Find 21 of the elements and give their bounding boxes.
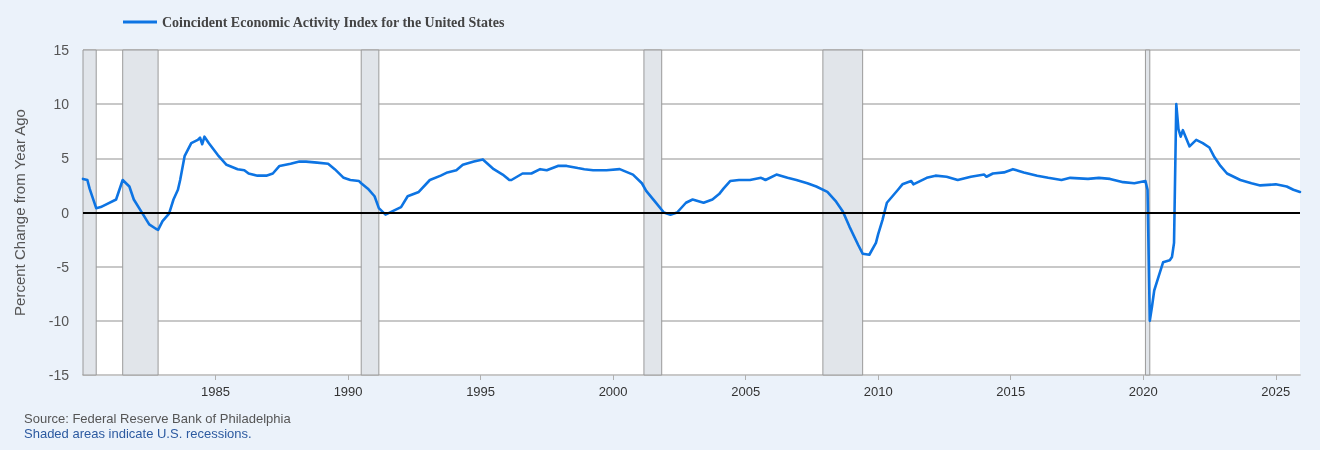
y-tick-label: -15 bbox=[48, 367, 70, 383]
y-tick-label: 5 bbox=[61, 150, 70, 167]
x-tick-label: 2010 bbox=[863, 384, 893, 399]
x-tick-label: 2000 bbox=[598, 384, 628, 399]
x-tick-label: 2025 bbox=[1261, 384, 1291, 399]
y-axis-title: Percent Change from Year Ago bbox=[11, 109, 28, 316]
line-series bbox=[81, 102, 1302, 323]
x-tick-label: 1990 bbox=[333, 384, 363, 399]
text: Shaded areas indicate U.S. recessions. bbox=[24, 426, 252, 441]
legend-label: Coincident Economic Activity Index for the United States bbox=[162, 14, 505, 30]
x-tick-label: 2005 bbox=[731, 384, 761, 399]
source-note: Source: Federal Reserve Bank of Philadelphia bbox=[24, 411, 292, 426]
x-tick-label: 1985 bbox=[201, 384, 231, 399]
x-tick-label: 2020 bbox=[1128, 384, 1158, 399]
y-tick-label: -5 bbox=[56, 258, 70, 275]
y-tick-label: 10 bbox=[53, 96, 70, 113]
y-tick-label: 15 bbox=[53, 42, 70, 58]
y-tick-label: 0 bbox=[61, 204, 70, 221]
x-tick-label: 1995 bbox=[466, 384, 496, 399]
x-tick-label: 2015 bbox=[996, 384, 1026, 399]
y-tick-label: -10 bbox=[48, 312, 70, 329]
